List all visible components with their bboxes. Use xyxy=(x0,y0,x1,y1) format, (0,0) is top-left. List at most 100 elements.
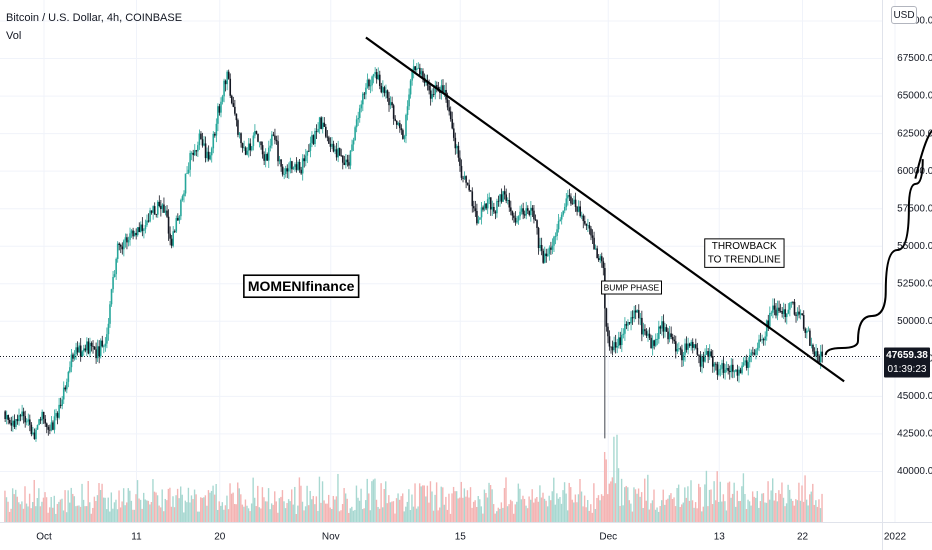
candle xyxy=(756,342,759,356)
candle xyxy=(204,136,207,163)
candle-body xyxy=(648,333,651,338)
candle xyxy=(127,236,130,247)
price-tick-label: 65000.00 xyxy=(897,91,932,102)
annotation-throwback_1[interactable]: THROWBACK xyxy=(712,241,777,252)
candle-body xyxy=(690,341,692,346)
candle-body xyxy=(104,343,107,347)
volume-bar xyxy=(221,502,224,522)
candle xyxy=(616,338,618,354)
candle xyxy=(10,416,13,432)
candle xyxy=(648,327,651,340)
volume-bar xyxy=(596,497,598,522)
volume-bar xyxy=(289,501,291,522)
projection-peak[interactable] xyxy=(914,129,932,197)
candle-body xyxy=(249,143,252,151)
volume-bar xyxy=(229,483,231,522)
candle xyxy=(212,131,215,154)
candle-body xyxy=(699,355,702,367)
candle-body xyxy=(420,71,423,75)
candle-body xyxy=(16,419,19,422)
candle xyxy=(138,222,141,233)
volume-bar xyxy=(809,494,811,522)
candle xyxy=(459,150,461,172)
candle-body xyxy=(559,219,561,222)
volume-bar xyxy=(711,504,714,522)
candle-body xyxy=(297,161,299,170)
annotation-bump[interactable]: BUMP PHASE xyxy=(604,283,660,293)
volume-bar xyxy=(338,511,341,522)
candle-body xyxy=(613,342,615,351)
candle-body xyxy=(388,97,390,106)
candle-body xyxy=(395,120,398,125)
trendline[interactable] xyxy=(365,36,845,383)
throwback-box xyxy=(704,238,785,268)
volume-bar xyxy=(449,513,452,522)
candle-body xyxy=(722,363,725,373)
candle-body xyxy=(27,419,30,422)
volume-bar xyxy=(8,511,11,522)
candle xyxy=(641,310,643,342)
candle xyxy=(252,132,255,151)
candle-body xyxy=(815,351,817,357)
projection-arrow[interactable] xyxy=(824,159,924,356)
candle xyxy=(514,211,517,226)
volume-bar xyxy=(708,489,711,522)
candle-body xyxy=(123,240,125,250)
candle xyxy=(614,334,617,354)
volume-bar xyxy=(129,490,131,522)
volume-bar xyxy=(303,510,305,522)
volume-bar xyxy=(206,505,208,522)
volume-bar xyxy=(611,477,614,522)
candle xyxy=(574,192,577,212)
candle-body xyxy=(493,206,495,212)
candle xyxy=(329,137,332,153)
candle xyxy=(651,335,654,356)
candle xyxy=(584,215,586,226)
candle xyxy=(343,155,346,166)
volume-bar xyxy=(132,509,134,522)
candle xyxy=(570,193,572,206)
candle-body xyxy=(221,96,224,102)
volume-bar xyxy=(391,501,393,522)
candle-body xyxy=(505,194,507,201)
volume-bar xyxy=(650,503,652,522)
candle xyxy=(241,142,244,153)
volume-bar xyxy=(799,500,802,522)
candle xyxy=(533,204,535,224)
candle xyxy=(787,303,790,315)
candle-body xyxy=(230,95,233,104)
candle xyxy=(486,193,489,215)
chart-title: Bitcoin / U.S. Dollar, 4h, COINBASE xyxy=(6,12,183,24)
candle xyxy=(372,73,375,84)
candle xyxy=(388,91,390,112)
volume-bar xyxy=(765,502,768,522)
candle xyxy=(84,344,87,353)
candle-body xyxy=(579,206,581,216)
candle xyxy=(573,195,575,205)
candle xyxy=(611,340,614,356)
candle-body xyxy=(309,142,312,151)
candle-body xyxy=(103,346,105,348)
candle xyxy=(325,123,327,139)
volume-bar xyxy=(736,490,738,522)
volume-bar xyxy=(674,506,677,522)
candle xyxy=(150,210,153,215)
volume-bar xyxy=(33,479,35,522)
volume-bar xyxy=(144,499,146,522)
volume-bar xyxy=(318,476,321,522)
candle xyxy=(153,202,156,215)
candle xyxy=(422,68,424,83)
volume-bar xyxy=(76,505,79,522)
volume-bar xyxy=(704,484,706,522)
annotation-throwback_2[interactable]: TO TRENDLINE xyxy=(708,254,781,265)
currency-button[interactable]: USD xyxy=(891,6,917,24)
candle-body xyxy=(627,322,629,326)
candle xyxy=(170,234,173,249)
candle xyxy=(699,351,702,372)
volume-bar xyxy=(135,494,137,522)
volume-bar xyxy=(713,481,715,522)
annotation-brand[interactable]: MOMENIfinance xyxy=(248,278,355,294)
candle-body xyxy=(300,169,302,174)
volume-bar xyxy=(483,489,486,522)
